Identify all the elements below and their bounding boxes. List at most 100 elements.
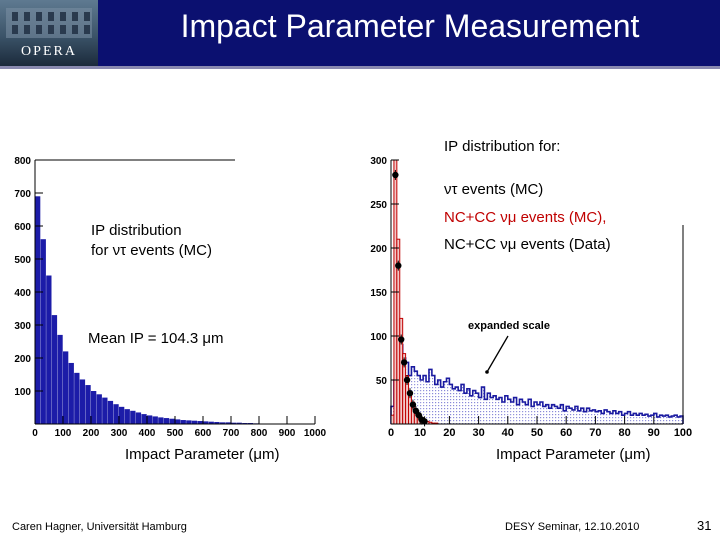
x-tick-label: 0 bbox=[388, 427, 394, 439]
nutau-bar bbox=[633, 413, 637, 424]
right-ip-histogram: 50 100 150 200 250 300 0 10 20 30 40 50 60 70 80 90 100 bbox=[370, 156, 692, 439]
nutau-bar bbox=[464, 393, 467, 424]
x-tick-label: 20 bbox=[443, 427, 455, 439]
nutau-bar bbox=[677, 416, 681, 424]
data-point bbox=[409, 401, 417, 408]
histogram-bar bbox=[91, 391, 97, 424]
nutau-bar bbox=[516, 404, 520, 424]
x-tick-label: 200 bbox=[83, 428, 100, 439]
histogram-bar bbox=[113, 404, 119, 424]
legend-nc-cc-data: NC+CC νμ events (Data) bbox=[444, 236, 611, 253]
nutau-bar bbox=[586, 408, 590, 424]
x-tick-label: 90 bbox=[648, 427, 660, 439]
nutau-bar bbox=[574, 406, 578, 424]
histogram-bar bbox=[51, 315, 58, 424]
nutau-bar bbox=[656, 416, 660, 424]
x-tick-label: 800 bbox=[251, 428, 268, 439]
nutau-bar bbox=[668, 416, 672, 424]
x-tick-label: 50 bbox=[531, 427, 543, 439]
nutau-bar bbox=[504, 395, 508, 424]
x-tick-label: 1000 bbox=[304, 428, 327, 439]
nutau-bar bbox=[592, 409, 596, 424]
nutau-bar bbox=[674, 415, 678, 424]
nutau-bar bbox=[542, 406, 546, 424]
y-tick-label: 200 bbox=[14, 354, 31, 365]
histogram-bar bbox=[74, 372, 80, 424]
nutau-bar bbox=[572, 409, 575, 424]
nutau-bar bbox=[446, 378, 450, 424]
footer-event: DESY Seminar, 12.10.2010 bbox=[505, 521, 640, 533]
nutau-bar bbox=[598, 410, 602, 424]
histogram-bar bbox=[135, 412, 142, 424]
histogram-bar bbox=[163, 418, 170, 424]
nutau-bar bbox=[560, 404, 564, 424]
nutau-bar bbox=[630, 415, 634, 424]
nutau-bar bbox=[525, 404, 529, 424]
y-tick-label: 700 bbox=[14, 189, 31, 200]
y-tick-label: 800 bbox=[14, 156, 31, 167]
histogram-bar bbox=[79, 379, 86, 424]
y-tick-label: 500 bbox=[14, 255, 31, 266]
histogram-bar bbox=[231, 422, 237, 424]
histogram-bar bbox=[85, 385, 91, 424]
data-point bbox=[400, 359, 408, 366]
histogram-bar bbox=[175, 419, 181, 424]
nutau-bar bbox=[545, 404, 549, 424]
nutau-bar bbox=[589, 410, 593, 424]
nutau-bar bbox=[548, 408, 552, 424]
nutau-bar bbox=[650, 415, 654, 424]
ip-distribution-for-label: IP distribution for: bbox=[444, 138, 561, 155]
nutau-bar bbox=[665, 415, 669, 424]
x-tick-label: 70 bbox=[589, 427, 601, 439]
mean-ip-label: Mean IP = 104.3 μm bbox=[88, 330, 224, 347]
y-tick-label: 100 bbox=[14, 387, 31, 398]
slide-title: Impact Parameter Measurement bbox=[180, 8, 640, 44]
nutau-bar bbox=[563, 410, 567, 424]
nutau-bar bbox=[466, 388, 470, 424]
nutau-bar bbox=[680, 416, 683, 424]
nutau-bar bbox=[624, 413, 628, 424]
nutau-bar bbox=[566, 406, 570, 424]
slide-header: OPERA Impact Parameter Measurement bbox=[0, 0, 720, 66]
nutau-bar bbox=[510, 402, 514, 424]
histogram-bar bbox=[186, 420, 192, 424]
histogram-bar bbox=[169, 418, 175, 424]
x-tick-label: 30 bbox=[472, 427, 484, 439]
left-x-axis-label: Impact Parameter (μm) bbox=[125, 446, 280, 463]
nutau-bar bbox=[557, 408, 561, 424]
nutau-bar bbox=[604, 409, 608, 424]
histogram-bar bbox=[46, 275, 52, 424]
y-tick-label: 100 bbox=[370, 332, 387, 343]
nutau-bar bbox=[551, 404, 555, 424]
nutau-bar bbox=[493, 395, 497, 424]
nutau-bar bbox=[639, 413, 643, 424]
nutau-bar bbox=[612, 410, 616, 424]
y-tick-label: 400 bbox=[14, 288, 31, 299]
nutau-bar bbox=[621, 415, 625, 424]
histogram-bar bbox=[107, 400, 114, 424]
histogram-bar bbox=[35, 196, 41, 424]
y-tick-label: 150 bbox=[370, 288, 387, 299]
nutau-bar bbox=[428, 369, 432, 424]
left-ip-label-line1: IP distribution bbox=[91, 222, 182, 239]
nutau-bar bbox=[636, 415, 640, 424]
opera-logo: OPERA bbox=[0, 0, 98, 66]
histogram-bar bbox=[158, 417, 164, 424]
x-tick-label: 40 bbox=[502, 427, 514, 439]
x-tick-label: 60 bbox=[560, 427, 572, 439]
nutau-bar bbox=[487, 393, 491, 424]
left-ip-label-line2: for ντ events (MC) bbox=[91, 242, 212, 259]
nutau-bar bbox=[484, 399, 488, 424]
histogram-bar bbox=[68, 362, 74, 424]
right-x-axis-label: Impact Parameter (μm) bbox=[496, 446, 651, 463]
nutau-bar bbox=[528, 399, 532, 424]
logo-text: OPERA bbox=[21, 44, 77, 59]
nutau-bar bbox=[411, 366, 415, 424]
nutau-bar bbox=[595, 411, 599, 424]
histogram-bar bbox=[102, 397, 108, 424]
nutau-bar bbox=[577, 410, 581, 424]
nutau-bar bbox=[475, 393, 479, 424]
nutau-bar bbox=[539, 402, 543, 424]
footer-author: Caren Hagner, Universität Hamburg bbox=[12, 521, 187, 533]
histogram-bar bbox=[203, 421, 209, 424]
